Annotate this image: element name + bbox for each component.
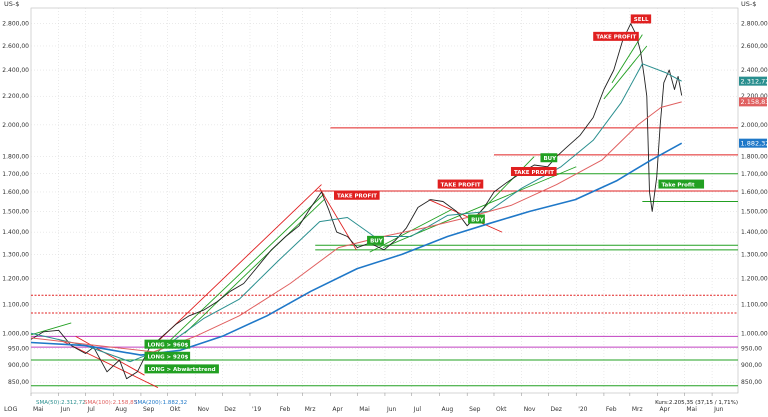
y-tick-label-right: 2.800,00 <box>741 21 768 28</box>
x-tick-label: '19 <box>252 406 261 413</box>
x-tick-label: Jun <box>713 406 724 413</box>
x-tick-label: Nov <box>524 406 536 413</box>
annotations: SELL TAKE PROFIT TAKE PROFIT TAKE PROFIT TAK… <box>145 14 705 373</box>
x-tick-label: Jun <box>386 406 397 413</box>
annotation-label: TAKE PROFIT <box>441 182 481 188</box>
y-tick-label-right: 1.200,00 <box>741 275 768 282</box>
x-tick-label: Aug <box>441 406 453 413</box>
y-tick-label-left: 1.500,00 <box>2 208 29 215</box>
y-tick-label-right: 2.400,00 <box>741 67 768 74</box>
y-tick-label-right: 2.000,00 <box>741 122 768 129</box>
y-tick-label-left: 950,00 <box>8 346 29 353</box>
annotation-label: SELL <box>634 17 649 23</box>
annotation-label: TAKE PROFIT <box>514 170 554 176</box>
x-tick-label: Sep <box>469 406 481 413</box>
series-line-sma100 <box>31 102 682 352</box>
y-tick-label-left: 850,00 <box>8 379 29 386</box>
y-tick-label-left: 900,00 <box>8 362 29 369</box>
x-tick-label: Mai <box>686 406 697 413</box>
trend-lines <box>31 35 647 388</box>
y-tick-label-left: 1.100,00 <box>2 302 29 309</box>
currency-label-left: US-$ <box>4 0 19 8</box>
x-tick-label: Jul <box>87 406 96 413</box>
y-tick-label-right: 1.500,00 <box>741 208 768 215</box>
y-tick-label-left: 1.800,00 <box>2 154 29 161</box>
y-tick-label-left: 1.200,00 <box>2 275 29 282</box>
y-tick-label-left: 2.600,00 <box>2 43 29 50</box>
footer-sma50: SMA(50):2.312,72 <box>36 400 86 406</box>
currency-label-right: US-$ <box>741 0 756 8</box>
footer-sma100: SMA(100):2.158,83 <box>84 400 138 406</box>
y-tick-label-right: 1.000,00 <box>741 330 768 337</box>
annotation-label: LONG > 920$ <box>148 355 189 361</box>
series-line-kurs <box>31 24 682 379</box>
y-tick-label-right: 1.600,00 <box>741 189 768 196</box>
horizontal-levels <box>31 128 738 386</box>
x-tick-label: Dez <box>224 406 235 413</box>
footer-sma200: SMA(200):1.882,32 <box>134 400 187 406</box>
y-tick-label-left: 2.200,00 <box>2 93 29 100</box>
x-tick-label: Sep <box>143 406 155 413</box>
x-tick-label: Apr <box>660 406 671 413</box>
annotation-label: LONG > Abwärtstrend <box>148 367 216 373</box>
y-tick-label-right: 1.100,00 <box>741 302 768 309</box>
trend-line <box>31 323 71 335</box>
x-tick-label: Mrz <box>632 406 643 413</box>
y-tick-label-left: 1.600,00 <box>2 189 29 196</box>
trend-line <box>153 185 321 346</box>
x-tick-label: Feb <box>606 406 617 413</box>
x-tick-label: Aug <box>115 406 127 413</box>
x-tick-label: Mai <box>33 406 44 413</box>
x-tick-label: Mrz <box>305 406 316 413</box>
annotation-label: BUY <box>471 217 485 223</box>
x-tick-label: Feb <box>280 406 291 413</box>
x-tick-label: Jul <box>413 406 422 413</box>
trend-line <box>604 46 647 99</box>
y-tick-label-right: 2.600,00 <box>741 43 768 50</box>
annotation-label: Take Profit <box>661 182 695 188</box>
x-tick-label: Apr <box>332 406 343 413</box>
y-tick-label-left: 2.000,00 <box>2 122 29 129</box>
y-tick-label-right: 1.700,00 <box>741 171 768 178</box>
y-tick-label-right: 1.800,00 <box>741 154 768 161</box>
y-tick-label-left: 2.800,00 <box>2 21 29 28</box>
x-tick-label: Dez <box>551 406 562 413</box>
x-tick-label: Mai <box>359 406 370 413</box>
log-label: LOG <box>4 405 18 413</box>
series-line-sma50 <box>31 64 682 362</box>
value-tag-label: 2.158,83 <box>741 98 768 106</box>
y-tick-label-left: 2.400,00 <box>2 67 29 74</box>
y-tick-label-right: 850,00 <box>741 379 762 386</box>
annotation-label: TAKE PROFIT <box>337 194 377 200</box>
y-tick-label-right: 1.300,00 <box>741 251 768 258</box>
y-tick-label-left: 1.300,00 <box>2 251 29 258</box>
y-tick-label-right: 1.400,00 <box>741 229 768 236</box>
annotation-label: TAKE PROFIT <box>596 35 636 41</box>
annotation-label: LONG > 960$ <box>148 342 189 348</box>
y-tick-label-left: 1.400,00 <box>2 229 29 236</box>
y-tick-label-left: 1.700,00 <box>2 171 29 178</box>
grid <box>31 8 738 393</box>
series-lines <box>31 24 682 379</box>
value-tags: 2.312,72 2.158,83 1.882,32 <box>739 77 768 148</box>
x-tick-label: Nov <box>197 406 209 413</box>
x-tick-label: '20 <box>578 406 587 413</box>
value-tag-label: 2.312,72 <box>741 77 768 85</box>
plot-frame <box>31 8 738 393</box>
footer-kurs: Kurs:2.205,35 (37,15 / 1,71%) <box>655 400 738 406</box>
x-tick-label: Jun <box>60 406 71 413</box>
x-tick-label: Okt <box>496 406 507 413</box>
y-tick-label-right: 900,00 <box>741 362 762 369</box>
x-tick-label: Okt <box>170 406 181 413</box>
annotation-label: BUY <box>543 156 557 162</box>
y-tick-label-left: 1.000,00 <box>2 330 29 337</box>
y-tick-label-right: 950,00 <box>741 346 762 353</box>
value-tag-label: 1.882,32 <box>741 139 768 147</box>
annotation-label: BUY <box>370 239 384 245</box>
